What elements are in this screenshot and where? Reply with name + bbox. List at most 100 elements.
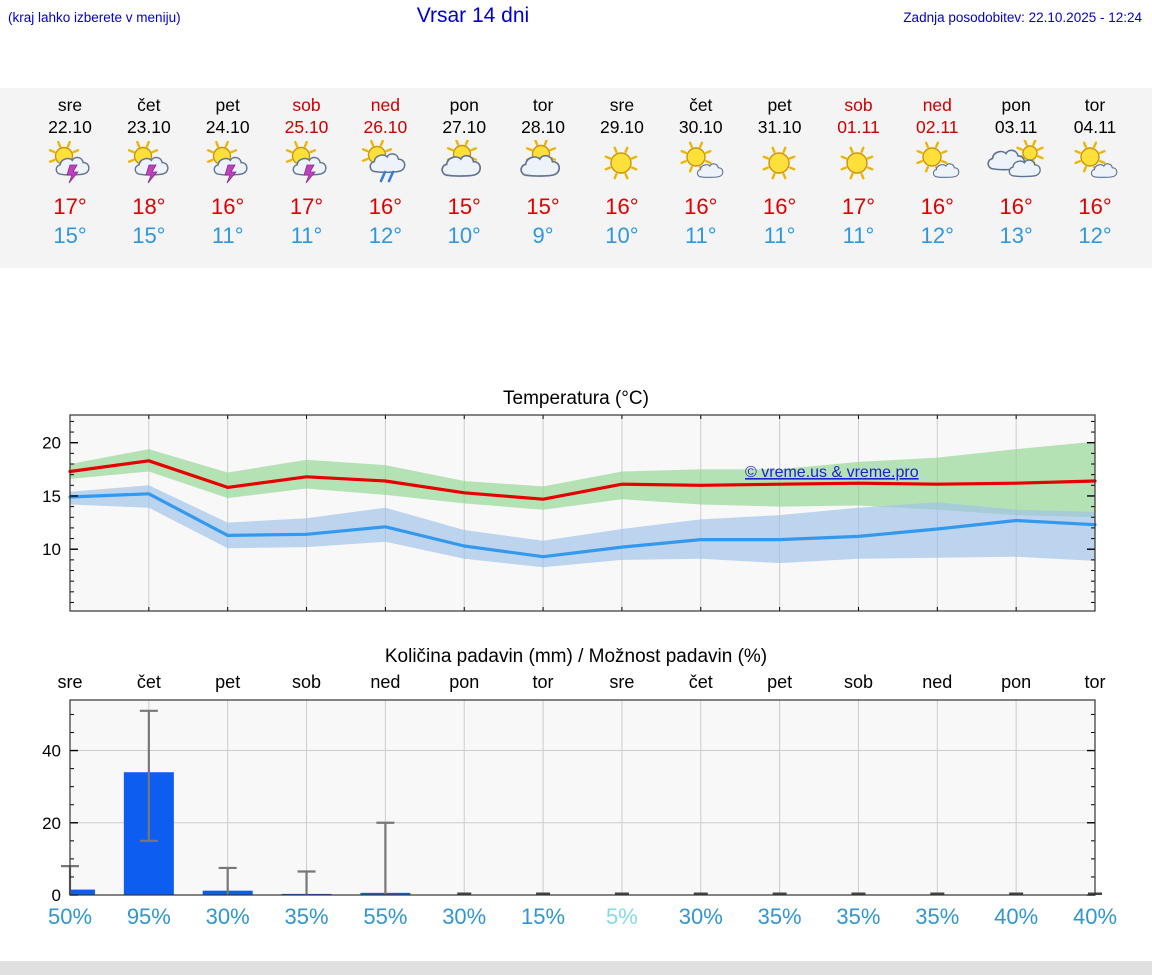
precip-probability: 35%: [836, 904, 881, 929]
forecast-day-01.11: sob 01.11 17° 11°: [818, 94, 898, 249]
day-high-temp: 17°: [53, 194, 87, 219]
precip-bar: [70, 889, 95, 895]
precip-bar-zero: [851, 892, 866, 895]
precip-plot-border: [69, 699, 1096, 896]
precip-day-label: tor: [532, 672, 554, 692]
min-temp-line: [68, 492, 1097, 559]
precip-bar-zero: [1009, 892, 1024, 895]
precip-day-label: čet: [688, 672, 713, 692]
day-weather-icon-wrap: [1055, 140, 1135, 190]
sunny-icon: [841, 146, 874, 180]
forecast-day-22.10: sre 22.10 17° 15°: [30, 94, 110, 249]
day-weather-icon-wrap: [661, 140, 741, 190]
precip-ytick-label: 40: [42, 742, 61, 761]
precip-probability: 35%: [757, 904, 802, 929]
day-name: ned: [370, 95, 400, 115]
temp-plot-border: [69, 414, 1096, 612]
sunny-icon: [604, 146, 638, 180]
day-date: 22.10: [48, 117, 92, 137]
precip-probability: 35%: [915, 904, 960, 929]
day-low-temp: 10°: [447, 223, 481, 248]
day-name: pon: [449, 95, 479, 115]
day-high-temp: 16°: [368, 194, 403, 219]
day-name: tor: [1084, 95, 1106, 115]
day-low-temp: 9°: [532, 223, 554, 248]
forecast-day-29.10: sre 29.10 16° 10°: [582, 94, 662, 249]
precip-day-label: pet: [767, 672, 793, 692]
day-name: sre: [609, 95, 635, 115]
precip-day-label: sob: [843, 672, 873, 692]
temperature-chart: 10 15 20 © vreme.us & vreme.pro: [42, 414, 1097, 612]
partly-cloudy-icon: [520, 138, 561, 177]
precip-probability-row: 50% 95% 30% 35% 55% 30% 15% 5% 30% 35% 35% 35% 40% 40…: [0, 903, 1152, 933]
day-high-temp: 16°: [999, 194, 1033, 219]
rain-icon: [362, 139, 406, 183]
precip-day-label: pet: [215, 672, 241, 692]
precip-day-label: sob: [292, 672, 322, 692]
precip-ytick-label: 0: [52, 886, 61, 903]
forecast-day-30.10: čet 30.10 16° 11°: [661, 94, 741, 249]
day-high-temp: 16°: [605, 194, 639, 219]
day-date: 23.10: [126, 117, 171, 137]
precip-probability: 40%: [1072, 904, 1118, 929]
day-high-temp: 17°: [841, 194, 876, 219]
day-low-temp: 11°: [763, 223, 796, 248]
forecast-day-25.10: sob 25.10 17° 11°: [267, 94, 347, 249]
mostly-sunny-icon: [680, 141, 724, 178]
day-date: 26.10: [363, 117, 408, 137]
day-name: pet: [767, 95, 792, 115]
day-name: ned: [922, 95, 952, 115]
precip-probability: 40%: [994, 904, 1039, 929]
mostly-sunny-icon: [916, 141, 960, 178]
precip-bar-zero: [693, 892, 708, 895]
temp-ytick-label: 10: [42, 540, 61, 559]
storm-icon: [48, 140, 90, 184]
forecast-day-23.10: čet 23.10 18° 15°: [109, 94, 189, 249]
precip-bar-zero: [930, 892, 945, 895]
cloudy-icon: [987, 139, 1044, 178]
day-name: čet: [689, 95, 713, 115]
precip-probability: 95%: [126, 904, 171, 929]
day-low-temp: 10°: [605, 223, 639, 248]
day-weather-icon-wrap: [188, 140, 268, 190]
day-weather-icon-wrap: [345, 139, 425, 190]
day-date: 29.10: [600, 117, 644, 137]
min-temp-range-band: [70, 485, 1095, 568]
day-high-temp: 16°: [920, 194, 954, 219]
precipitation-chart: 0 20 40: [42, 699, 1102, 903]
day-low-temp: 11°: [842, 223, 875, 248]
temperature-chart-title: Temperatura (°C): [503, 388, 649, 409]
day-high-temp: 15°: [526, 194, 560, 219]
day-date: 02.11: [916, 117, 959, 137]
precip-bar-zero: [536, 892, 551, 895]
day-low-temp: 12°: [1078, 223, 1112, 248]
precipitation-chart-title: Količina padavin (mm) / Možnost padavin …: [384, 646, 768, 667]
day-date: 31.10: [757, 117, 802, 137]
day-weather-icon-wrap: [740, 140, 820, 190]
day-weather-icon-wrap: [818, 140, 898, 190]
copyright-watermark-link[interactable]: © vreme.us & vreme.pro: [745, 464, 919, 481]
storm-icon: [127, 140, 169, 184]
temp-axis: 10 15 20: [42, 415, 1096, 611]
max-temp-range-band: [70, 441, 1095, 518]
precip-probability: 55%: [363, 904, 408, 929]
day-low-temp: 13°: [999, 223, 1033, 248]
max-temp-line: [68, 459, 1097, 501]
mostly-sunny-icon: [1074, 141, 1118, 178]
day-weather-icon-wrap: [897, 140, 977, 190]
day-date: 25.10: [284, 117, 329, 137]
day-name: tor: [532, 95, 554, 115]
precip-ytick-label: 20: [42, 814, 61, 833]
day-low-temp: 15°: [132, 223, 166, 248]
forecast-day-24.10: pet 24.10 16° 11°: [188, 94, 268, 249]
precip-day-label-row: sre čet pet sob ned pon tor sre čet pet sob ned pon t…: [0, 672, 1152, 696]
day-date: 27.10: [442, 117, 487, 137]
day-date: 03.11: [994, 117, 1038, 137]
precip-plot-area: [70, 700, 1095, 895]
day-date: 04.11: [1073, 117, 1117, 137]
day-name: pon: [1001, 95, 1031, 115]
precip-day-label: ned: [922, 672, 953, 692]
forecast-day-04.11: tor 04.11 16° 12°: [1055, 94, 1135, 249]
day-high-temp: 16°: [762, 194, 797, 219]
day-name: sre: [57, 95, 83, 115]
